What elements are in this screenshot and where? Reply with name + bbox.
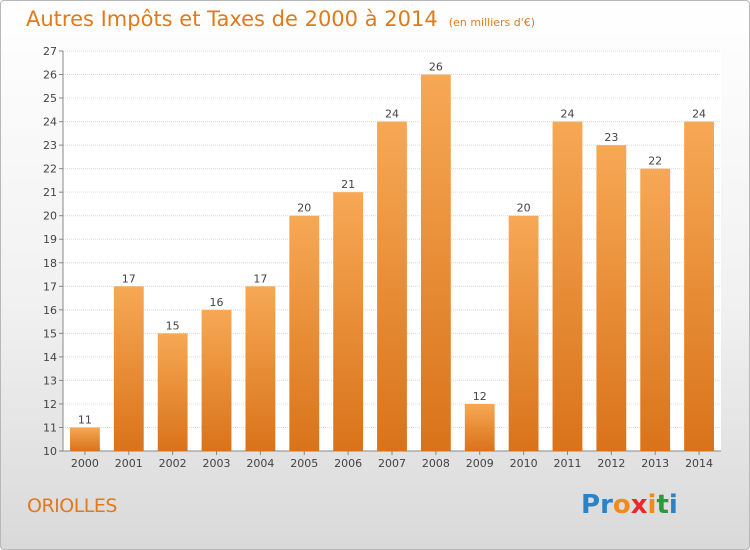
- logo-letter: P: [581, 490, 601, 520]
- data-label-2014: 24: [692, 108, 706, 121]
- chart-title: Autres Impôts et Taxes de 2000 à 2014: [26, 7, 438, 31]
- y-tick-label: 11: [43, 421, 57, 434]
- data-label-2011: 24: [560, 108, 574, 121]
- bar-2004: [245, 286, 276, 451]
- x-tick-label-2003: 2003: [203, 457, 231, 470]
- x-tick-label-2012: 2012: [597, 457, 625, 470]
- bar-2003: [201, 309, 232, 451]
- bar-2012: [596, 145, 627, 451]
- x-tick-label-2006: 2006: [334, 457, 362, 470]
- bar-2000: [70, 427, 100, 451]
- bar-2013: [640, 168, 671, 451]
- y-tick-label: 27: [43, 45, 57, 58]
- data-label-2005: 20: [297, 202, 311, 215]
- data-labels: 11 17 15 16 17 20 21 24 26 12 20 24 23 22 24: [78, 61, 706, 427]
- x-tick-label-2007: 2007: [378, 457, 406, 470]
- bar-2009: [464, 403, 495, 451]
- bar-2005: [289, 215, 320, 451]
- x-tick-label-2011: 2011: [553, 457, 581, 470]
- y-tick-label: 16: [43, 304, 57, 317]
- data-label-2012: 23: [604, 131, 618, 144]
- logo-letter: r: [600, 490, 613, 520]
- logo-letter: i: [668, 490, 678, 520]
- x-tick-label-2002: 2002: [159, 457, 187, 470]
- y-tick-label: 14: [43, 351, 57, 364]
- logo-letter: o: [612, 490, 631, 520]
- y-tick-label: 19: [43, 233, 57, 246]
- y-tick-label: 23: [43, 139, 57, 152]
- bar-2007: [377, 121, 407, 452]
- chart-subtitle: (en milliers d'€): [448, 16, 536, 29]
- y-tick-label: 25: [43, 92, 57, 105]
- x-tick-label-2004: 2004: [246, 457, 274, 470]
- logo-letter: t: [656, 490, 669, 520]
- bars: [70, 74, 714, 452]
- y-tick-label: 24: [43, 116, 57, 129]
- y-tick-label: 26: [43, 69, 57, 82]
- data-label-2008: 26: [429, 61, 443, 74]
- y-tick-label: 17: [43, 280, 57, 293]
- data-label-2003: 16: [210, 296, 224, 309]
- y-tick-label: 22: [43, 163, 57, 176]
- y-tick-label: 10: [43, 445, 57, 458]
- data-label-2007: 24: [385, 108, 399, 121]
- bar-2006: [333, 192, 364, 452]
- bar-2010: [508, 215, 539, 451]
- y-tick-label: 12: [43, 398, 57, 411]
- commune-name: ORIOLLES: [27, 495, 117, 517]
- data-label-2004: 17: [253, 272, 267, 285]
- data-label-2010: 20: [517, 202, 531, 215]
- x-tick-label-2014: 2014: [685, 457, 713, 470]
- bar-2008: [420, 74, 451, 451]
- data-label-2009: 12: [473, 390, 487, 403]
- x-tick-label-2010: 2010: [510, 457, 538, 470]
- bar-2014: [684, 121, 714, 452]
- x-tick-label-2008: 2008: [422, 457, 450, 470]
- bar-2002: [157, 333, 188, 451]
- y-tick-label: 18: [43, 257, 57, 270]
- x-tick-label-2000: 2000: [71, 457, 99, 470]
- x-tick-label-2001: 2001: [115, 457, 143, 470]
- x-tick-label-2005: 2005: [290, 457, 318, 470]
- data-label-2013: 22: [648, 155, 662, 168]
- bar-2011: [552, 121, 583, 452]
- x-tick-label-2009: 2009: [466, 457, 494, 470]
- data-label-2000: 11: [78, 413, 92, 426]
- data-label-2006: 21: [341, 178, 355, 191]
- bar-2001: [113, 286, 144, 451]
- logo-letter: i: [647, 490, 657, 520]
- logo-letter: x: [630, 490, 648, 520]
- y-tick-label: 21: [43, 186, 57, 199]
- proxiti-logo: Proxiti: [581, 490, 678, 520]
- data-label-2001: 17: [122, 272, 136, 285]
- y-tick-label: 15: [43, 327, 57, 340]
- axes: 10 11 12 13 14 15 16 17 18 19 20 21 22 23 24 25 26 27 2000…: [43, 45, 721, 470]
- data-label-2002: 15: [166, 319, 180, 332]
- x-tick-label-2013: 2013: [641, 457, 669, 470]
- chart-header: Autres Impôts et Taxes de 2000 à 2014 (e…: [26, 7, 535, 31]
- y-tick-label: 13: [43, 374, 57, 387]
- y-tick-label: 20: [43, 210, 57, 223]
